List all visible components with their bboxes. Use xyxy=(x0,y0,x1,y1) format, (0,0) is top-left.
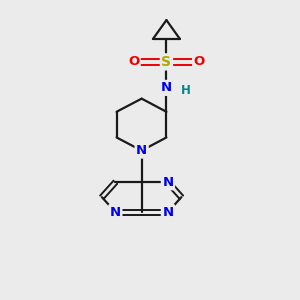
Text: O: O xyxy=(194,56,205,68)
Text: O: O xyxy=(128,56,139,68)
Text: N: N xyxy=(136,144,147,157)
Text: N: N xyxy=(162,176,173,189)
Text: S: S xyxy=(161,55,171,69)
Text: N: N xyxy=(110,206,121,219)
Text: N: N xyxy=(161,81,172,94)
Text: N: N xyxy=(162,206,173,219)
Text: H: H xyxy=(181,84,190,97)
